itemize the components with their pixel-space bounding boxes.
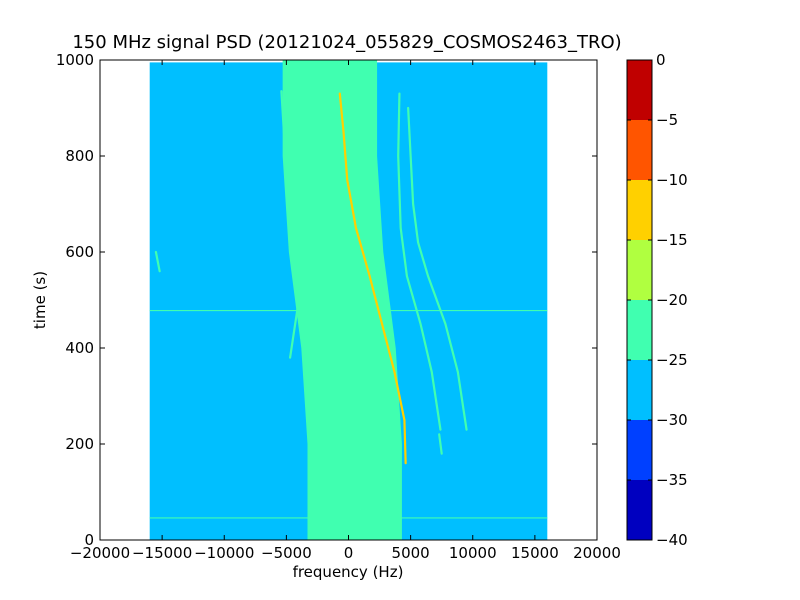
heatmap-layer: [149, 60, 548, 540]
y-tick-label: 1000: [56, 51, 94, 69]
plot-area: −20000 −15000 −10000 −5000 0 5000 10000 15000 20…: [56, 51, 621, 562]
colorbar-ticks: 0 −5 −10 −15 −20 −25 −30 −35 −40: [627, 51, 688, 549]
x-tick-label: 0: [344, 544, 354, 562]
colorbar-tick-label: −25: [656, 351, 688, 369]
y-tick-label: 800: [65, 147, 94, 165]
y-tick-label: 400: [65, 339, 94, 357]
x-axis: −20000 −15000 −10000 −5000 0 5000 10000 15000 20…: [70, 60, 621, 562]
colorbar-tick-label: −20: [656, 291, 688, 309]
colorbar-bins: [627, 60, 652, 540]
colorbar-tick-label: −10: [656, 171, 688, 189]
x-tick-label: 10000: [449, 544, 497, 562]
chart-title: 150 MHz signal PSD (20121024_055829_COSM…: [72, 32, 621, 53]
y-axis: 0 200 400 600 800 1000: [56, 51, 597, 549]
colorbar-tick-label: −40: [656, 531, 688, 549]
x-tick-label: −10000: [194, 544, 254, 562]
signal-trace: [438, 433, 443, 455]
x-tick-label: −20000: [70, 544, 130, 562]
colorbar-tick-label: −30: [656, 411, 688, 429]
y-tick-label: 600: [65, 243, 94, 261]
signal-trace: [338, 92, 407, 465]
colorbar-bin: [627, 420, 652, 480]
noise-band: [282, 60, 402, 540]
signal-trace: [407, 106, 468, 431]
y-axis-label: time (s): [31, 271, 49, 329]
y-tick-label: 0: [84, 531, 94, 549]
x-tick-label: −15000: [132, 544, 192, 562]
colorbar-tick-label: −5: [656, 111, 678, 129]
colorbar-bin: [627, 480, 652, 540]
colorbar-bin: [627, 180, 652, 240]
x-tick-label: 15000: [511, 544, 559, 562]
colorbar-tick-label: −15: [656, 231, 688, 249]
colorbar-bin: [627, 300, 652, 360]
colorbar-tick-label: 0: [656, 51, 666, 69]
colorbar-bin: [627, 360, 652, 420]
colorbar-bin: [627, 120, 652, 180]
x-axis-label: frequency (Hz): [293, 563, 404, 581]
signal-trace: [397, 92, 442, 431]
y-tick-label: 200: [65, 435, 94, 453]
x-tick-label: 20000: [573, 544, 621, 562]
x-tick-label: 5000: [392, 544, 430, 562]
signal-trace: [280, 90, 300, 359]
x-tick-label: −5000: [261, 544, 312, 562]
signal-trace: [154, 250, 161, 273]
colorbar: 0 −5 −10 −15 −20 −25 −30 −35 −40: [626, 51, 688, 549]
colorbar-bin: [627, 240, 652, 300]
colorbar-tick-label: −35: [656, 471, 688, 489]
colorbar-bin: [627, 60, 652, 120]
